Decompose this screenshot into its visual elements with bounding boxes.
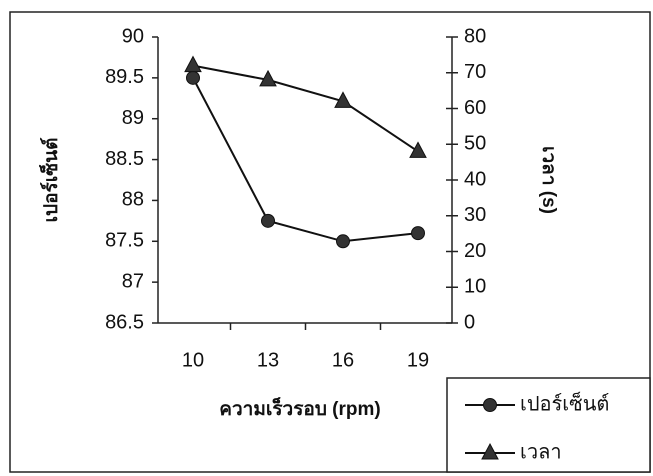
y2-tick-label: 0	[464, 311, 475, 333]
point	[336, 234, 350, 249]
y-tick-label: 90	[122, 25, 144, 47]
x-tick-label: 10	[182, 349, 204, 371]
point	[186, 70, 200, 85]
point	[411, 226, 425, 241]
point	[334, 91, 352, 108]
point	[261, 213, 275, 228]
legend-box	[446, 377, 651, 473]
x-tick-label: 13	[257, 349, 279, 371]
y2-tick-label: 70	[464, 61, 486, 83]
y-tick-label: 88.5	[105, 148, 144, 170]
y2-axis-title: เวลา (s)	[538, 146, 559, 214]
point	[481, 442, 499, 460]
y2-tick-label: 50	[464, 133, 486, 155]
y2-tick-label: 60	[464, 97, 486, 119]
series-line	[192, 77, 419, 243]
x-tick-label: 19	[407, 349, 429, 371]
y2-tick-label: 20	[464, 240, 486, 262]
y-axis-title: เปอร์เซ็นต์	[38, 138, 62, 223]
x-axis-title: ความเร็วรอบ (rpm)	[219, 396, 380, 420]
y-tick-label: 89.5	[105, 66, 144, 88]
point	[184, 55, 202, 73]
chart-frame	[9, 11, 651, 473]
y2-tick-label: 40	[464, 168, 486, 190]
y-tick-label: 87.5	[105, 230, 144, 252]
legend-label: เปอร์เซ็นต์	[520, 390, 609, 415]
point	[483, 398, 497, 412]
y-tick-label: 88	[122, 189, 144, 211]
y-tick-label: 89	[122, 107, 144, 129]
series-line	[192, 64, 419, 153]
point	[259, 69, 277, 87]
y2-tick-label: 30	[464, 204, 486, 226]
point	[409, 141, 427, 158]
y-tick-label: 87	[122, 270, 144, 292]
y2-tick-label: 10	[464, 276, 486, 298]
y-tick-label: 86.5	[105, 311, 144, 333]
x-tick-label: 16	[332, 349, 354, 371]
y2-tick-label: 80	[464, 25, 486, 47]
legend-label: เวลา	[520, 441, 562, 463]
